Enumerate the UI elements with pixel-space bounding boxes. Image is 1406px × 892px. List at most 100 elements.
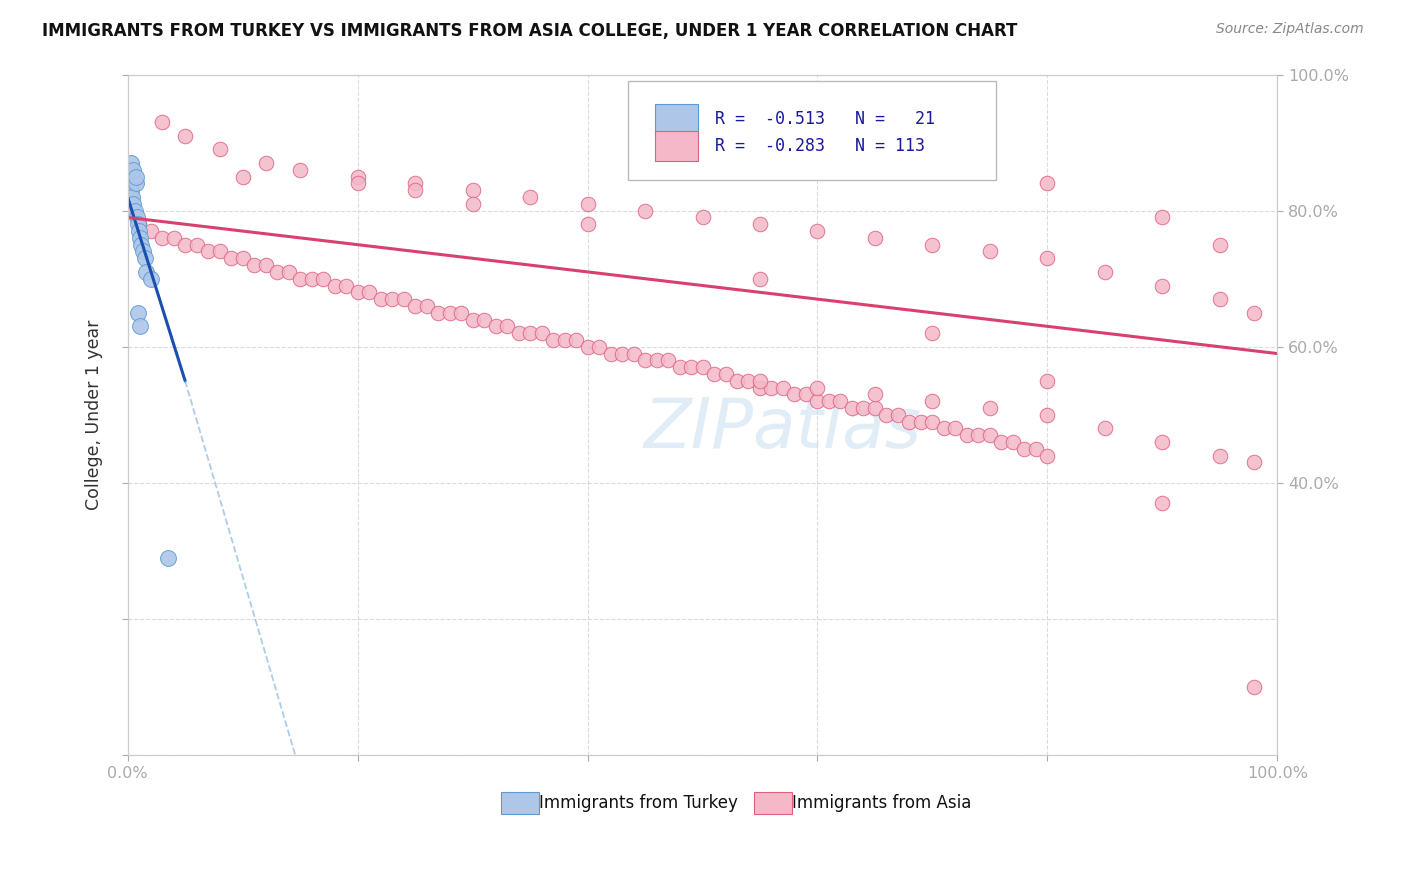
Point: [887, 408, 910, 422]
Point: [749, 374, 772, 388]
Point: [990, 435, 1012, 450]
Point: [1036, 252, 1059, 266]
Text: R =  -0.283   N = 113: R = -0.283 N = 113: [716, 137, 925, 155]
Point: [645, 353, 668, 368]
Point: [335, 278, 357, 293]
Point: [346, 177, 368, 191]
Point: [461, 197, 484, 211]
Point: [496, 319, 519, 334]
Point: [129, 319, 152, 334]
Point: [703, 367, 725, 381]
Point: [921, 326, 943, 340]
Point: [150, 115, 173, 129]
Point: [588, 340, 610, 354]
Point: [783, 387, 806, 401]
Point: [749, 217, 772, 231]
Point: [346, 169, 368, 184]
Point: [1152, 278, 1174, 293]
Point: [761, 381, 783, 395]
Point: [945, 421, 967, 435]
Point: [1209, 292, 1232, 306]
Point: [1094, 421, 1116, 435]
Point: [634, 353, 657, 368]
Point: [128, 217, 150, 231]
Point: [921, 149, 943, 163]
FancyBboxPatch shape: [655, 131, 697, 161]
Point: [120, 156, 142, 170]
Point: [174, 128, 197, 143]
Point: [370, 292, 392, 306]
Point: [122, 162, 145, 177]
Point: [288, 271, 311, 285]
Point: [668, 360, 690, 375]
Point: [1001, 435, 1024, 450]
Point: [139, 224, 162, 238]
Point: [162, 231, 184, 245]
Point: [519, 326, 541, 340]
Point: [554, 333, 576, 347]
Point: [122, 197, 145, 211]
Point: [472, 312, 495, 326]
Point: [232, 252, 254, 266]
Point: [610, 346, 633, 360]
FancyBboxPatch shape: [754, 791, 792, 814]
Point: [381, 292, 404, 306]
Point: [657, 353, 679, 368]
Point: [692, 360, 714, 375]
Point: [392, 292, 415, 306]
Point: [254, 258, 277, 272]
Point: [576, 197, 599, 211]
Point: [127, 217, 149, 231]
Point: [1152, 211, 1174, 225]
Point: [921, 415, 943, 429]
Point: [125, 211, 148, 225]
Point: [921, 237, 943, 252]
Point: [956, 428, 979, 442]
Point: [427, 306, 450, 320]
Point: [806, 224, 828, 238]
Point: [439, 306, 461, 320]
Point: [932, 421, 955, 435]
Point: [197, 244, 219, 259]
Point: [898, 415, 921, 429]
Point: [450, 306, 472, 320]
Point: [508, 326, 530, 340]
Point: [357, 285, 380, 300]
Point: [1209, 449, 1232, 463]
Point: [565, 333, 588, 347]
Point: [156, 550, 179, 565]
Point: [692, 211, 714, 225]
Point: [254, 156, 277, 170]
Point: [219, 252, 242, 266]
Point: [725, 374, 748, 388]
Point: [288, 162, 311, 177]
Point: [1036, 408, 1059, 422]
Point: [139, 271, 162, 285]
Point: [118, 177, 141, 191]
Point: [1152, 496, 1174, 510]
Point: [576, 217, 599, 231]
Point: [852, 401, 875, 415]
Point: [623, 346, 645, 360]
Point: [1036, 374, 1059, 388]
Point: [1243, 680, 1265, 694]
Point: [404, 299, 426, 313]
Point: [301, 271, 323, 285]
Point: [404, 177, 426, 191]
Point: [312, 271, 335, 285]
Point: [415, 299, 437, 313]
Point: [634, 203, 657, 218]
Point: [484, 319, 506, 334]
Point: [749, 271, 772, 285]
Point: [714, 367, 737, 381]
Point: [599, 346, 621, 360]
Point: [135, 265, 157, 279]
Point: [186, 237, 208, 252]
Point: [150, 231, 173, 245]
Point: [863, 387, 886, 401]
Point: [806, 381, 828, 395]
Point: [121, 190, 143, 204]
Point: [174, 237, 197, 252]
Point: [131, 244, 153, 259]
Point: [131, 237, 153, 252]
